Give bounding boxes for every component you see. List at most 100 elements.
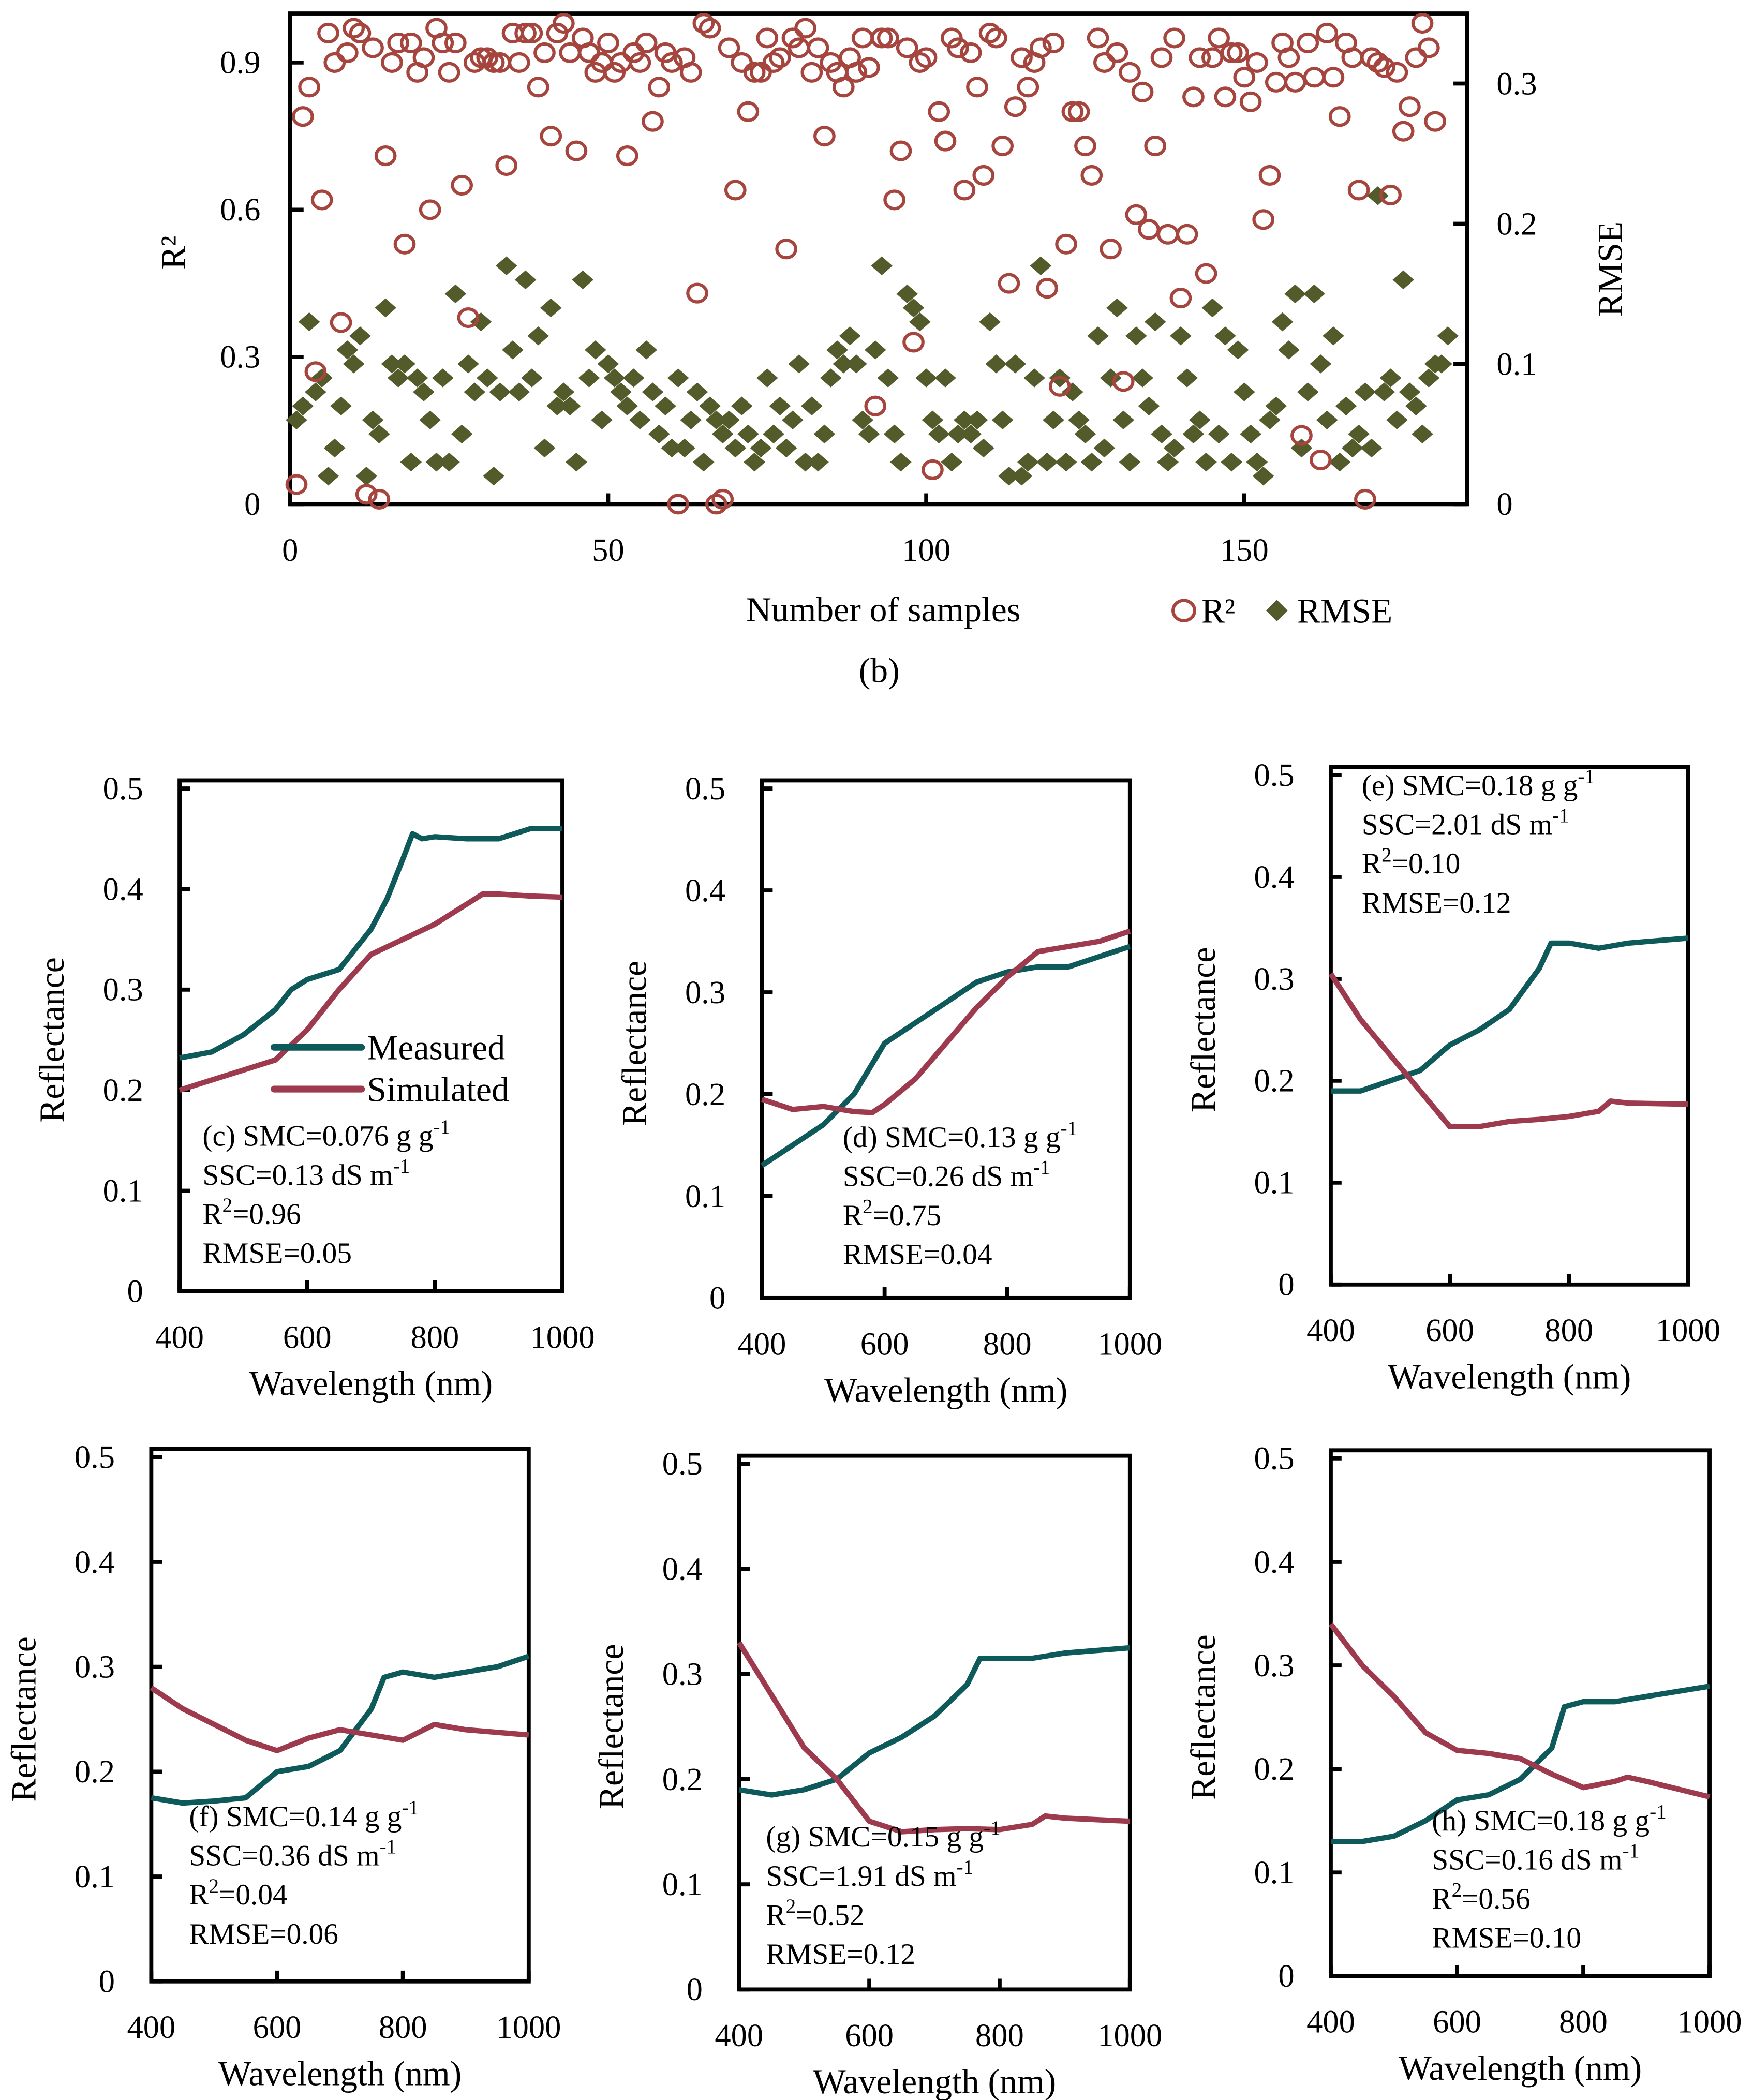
- spectrum-chart-h: 400 600 800 1000 0 0.1 0.2 0.3 0.4 0.5 Wavelength …: [1184, 1440, 1742, 2088]
- rmse-point: [1036, 452, 1058, 472]
- x-axis-label: Wavelength (nm): [218, 2054, 462, 2093]
- rmse-point: [782, 410, 804, 430]
- y-tick-label: 0.4: [103, 871, 143, 907]
- y-tick-label: 0.3: [1254, 1647, 1294, 1684]
- rmse-point: [368, 424, 390, 444]
- y-tick-label: 0: [687, 1971, 703, 2007]
- rmse-point: [674, 438, 695, 458]
- rmse-point: [457, 354, 479, 374]
- annotation-line: R2=0.75: [843, 1196, 941, 1232]
- rmse-point: [1373, 382, 1395, 401]
- rmse-point: [1189, 410, 1211, 430]
- y-tick-label: 0: [1278, 1958, 1294, 1994]
- legend-rmse-marker: [1266, 600, 1288, 622]
- rmse-point: [1017, 452, 1039, 472]
- r2-point: [368, 488, 391, 510]
- x-tick-label: 400: [127, 2009, 175, 2045]
- r2-point: [679, 62, 702, 83]
- r2-point: [915, 47, 938, 68]
- rmse-point: [553, 382, 575, 401]
- rmse-point: [941, 452, 963, 472]
- rmse-point: [1297, 382, 1319, 401]
- rmse-point: [540, 298, 562, 318]
- r2-point: [1417, 37, 1440, 58]
- y2-tick-label: 0.1: [1496, 346, 1537, 382]
- annotation-line: R2=0.96: [202, 1194, 301, 1230]
- x-tick-label: 400: [1306, 1312, 1355, 1348]
- annotation-line: SSC=1.91 dS m-1: [766, 1856, 973, 1892]
- y-tick-label: 0.3: [220, 339, 260, 375]
- y-tick-label: 0.5: [75, 1439, 115, 1475]
- rmse-point: [591, 410, 613, 430]
- r2-point: [1036, 278, 1059, 299]
- r2-point: [381, 52, 403, 73]
- rmse-point: [839, 326, 861, 346]
- annotation-line: (d) SMC=0.13 g g-1: [843, 1118, 1077, 1154]
- rmse-point: [546, 396, 568, 415]
- r2-point: [457, 307, 480, 329]
- simulated-line: [179, 891, 563, 1093]
- r2-point: [298, 77, 320, 98]
- r2-point: [1112, 371, 1135, 392]
- r2-point: [762, 52, 785, 73]
- r2-point: [864, 395, 887, 416]
- r2-point: [310, 189, 333, 211]
- r2-point: [444, 32, 467, 54]
- r2-point: [1366, 52, 1389, 73]
- rmse-point: [527, 326, 549, 346]
- r2-point: [718, 37, 740, 58]
- r2-point: [1392, 121, 1415, 142]
- rmse-point: [533, 438, 556, 458]
- rmse-point: [972, 438, 994, 458]
- r2-point: [737, 101, 760, 122]
- x-axis-label: Wavelength (nm): [249, 1364, 493, 1403]
- rmse-point: [724, 438, 747, 458]
- r2-point: [387, 32, 410, 54]
- annotation-line: SSC=0.36 dS m-1: [189, 1836, 396, 1872]
- r2-point: [660, 52, 683, 73]
- x-tick-label: 1000: [1097, 1325, 1162, 1362]
- r2-point: [1048, 376, 1071, 397]
- r2-point: [438, 62, 460, 83]
- rmse-point: [375, 298, 396, 318]
- rmse-point: [1125, 326, 1147, 346]
- rmse-point: [1157, 452, 1179, 472]
- rmse-point: [362, 410, 384, 430]
- r2-point: [597, 32, 619, 54]
- rmse-point: [1080, 452, 1103, 472]
- r2-point: [317, 22, 339, 44]
- r2-point: [635, 32, 658, 54]
- rmse-point: [622, 368, 645, 388]
- r2-point: [1252, 209, 1275, 230]
- r2-point: [1265, 71, 1287, 93]
- y-axis-label: Reflectance: [1184, 947, 1223, 1113]
- rmse-point: [1093, 438, 1116, 458]
- x-tick-label: 800: [410, 1319, 459, 1355]
- y-tick-label: 0.1: [75, 1858, 115, 1895]
- r2-point: [1195, 263, 1217, 284]
- legend-r2-label: R²: [1201, 592, 1235, 631]
- rmse-point: [858, 424, 880, 444]
- r2-point: [1322, 67, 1345, 88]
- spectrum-chart-f: 400 600 800 1000 0 0.1 0.2 0.3 0.4 0.5 Wavelength …: [4, 1439, 561, 2093]
- rmse-point: [1252, 466, 1274, 486]
- rmse-point: [883, 424, 905, 444]
- rmse-point: [1144, 312, 1166, 332]
- r2-point: [870, 27, 893, 49]
- rmse-point: [495, 256, 517, 275]
- r2-point: [991, 136, 1014, 157]
- r2-point: [1233, 67, 1256, 88]
- y-tick-label: 0.4: [1254, 1544, 1294, 1580]
- r2-point: [578, 42, 600, 63]
- legend-measured-label: Measured: [367, 1029, 505, 1067]
- y2-tick-label: 0.3: [1496, 65, 1537, 101]
- rmse-point: [692, 452, 715, 472]
- rmse-point: [305, 382, 326, 401]
- x-axis-label: Wavelength (nm): [1399, 2049, 1642, 2088]
- r2-point: [1239, 91, 1262, 112]
- rmse-point: [1360, 438, 1383, 458]
